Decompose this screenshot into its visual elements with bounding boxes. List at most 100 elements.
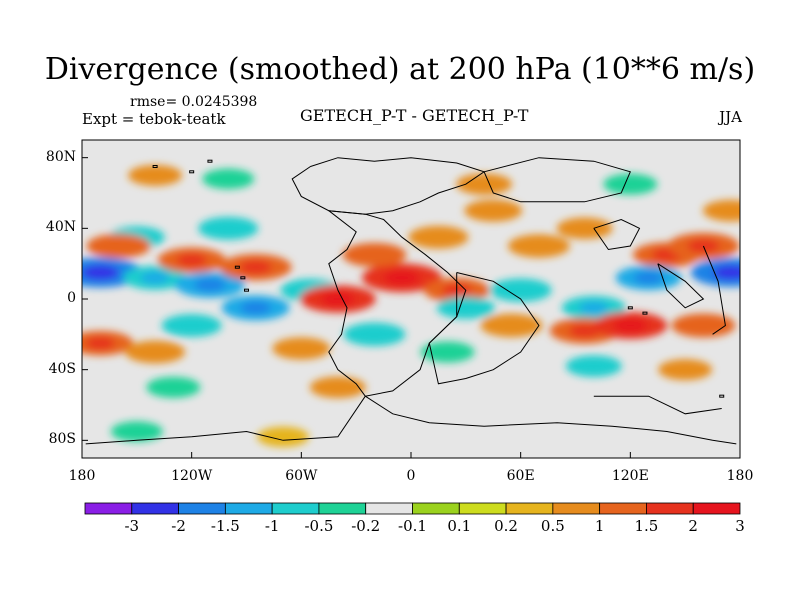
- field-core-11: [320, 292, 355, 306]
- field-anomaly-32: [272, 337, 331, 360]
- x-tick-label: 180: [68, 468, 96, 484]
- x-tick-label: 0: [406, 468, 416, 484]
- colorbar-swatch-6: [365, 502, 413, 515]
- field-core-0: [82, 265, 120, 280]
- field-anomaly-16: [464, 199, 523, 222]
- colorbar: [84, 502, 741, 515]
- field-core-2: [194, 278, 226, 292]
- field-core-27: [613, 318, 647, 333]
- colorbar-label: 0.5: [540, 517, 565, 535]
- colorbar-label: -1: [264, 517, 280, 535]
- coastlines: [85, 157, 737, 445]
- field-anomaly-17: [507, 234, 570, 258]
- x-tick-label: 60W: [285, 468, 318, 484]
- colorbar-swatch-10: [552, 502, 601, 515]
- divergence-field: [82, 164, 740, 447]
- field-anomaly-23: [489, 278, 552, 302]
- field-anomaly-44: [202, 168, 255, 190]
- field-anomaly-5: [198, 216, 259, 240]
- colorbar-swatch-2: [178, 502, 226, 515]
- colorbar-swatch-5: [318, 502, 367, 515]
- colorbar-swatch-8: [458, 502, 507, 515]
- field-core-1: [140, 271, 170, 284]
- field-anomaly-18: [556, 217, 613, 240]
- plot-title: Divergence (smoothed) at 200 hPa (10**6 …: [44, 52, 756, 87]
- x-tick-label: 180: [726, 468, 754, 484]
- colorbar-label: -0.2: [351, 517, 381, 535]
- coastline-2: [428, 272, 540, 385]
- island-5: [207, 159, 213, 163]
- field-core-14: [360, 248, 389, 261]
- field-anomaly-15: [408, 225, 469, 249]
- field-core-22: [633, 271, 664, 284]
- island-0: [234, 265, 240, 269]
- field-core-30: [85, 337, 116, 350]
- field-core-10: [239, 260, 272, 274]
- rmse-label: rmse= 0.0245398: [130, 94, 258, 110]
- field-core-26: [568, 324, 601, 338]
- coastline-6: [365, 395, 737, 445]
- field-anomaly-42: [128, 164, 183, 186]
- colorbar-label: 0.2: [494, 517, 518, 535]
- field-anomaly-7: [161, 314, 222, 337]
- field-anomaly-35: [565, 355, 622, 377]
- colorbar-swatch-1: [131, 502, 179, 515]
- colorbar-label: -1.5: [210, 517, 240, 535]
- coastline-0: [291, 157, 486, 215]
- colorbar-label: -2: [171, 517, 186, 535]
- colorbar-swatch-11: [599, 502, 647, 515]
- field-anomaly-41: [456, 173, 513, 195]
- colorbar-swatch-12: [646, 502, 694, 515]
- field-core-12: [383, 270, 420, 285]
- field-core-8: [104, 240, 133, 252]
- field-anomaly-24: [436, 296, 495, 319]
- season-label: JJA: [719, 108, 742, 126]
- x-tick-label: 120W: [171, 468, 213, 484]
- y-tick-label: 80N: [45, 148, 76, 165]
- x-tick-label: 120E: [611, 468, 649, 484]
- y-tick-label: 40N: [45, 219, 76, 236]
- colorbar-swatch-0: [84, 502, 133, 515]
- axis-ticks: [81, 157, 741, 458]
- field-core-21: [712, 265, 740, 280]
- colorbar-swatch-9: [505, 502, 554, 515]
- coastline-8: [593, 395, 722, 415]
- field-core-28: [689, 319, 718, 332]
- field-anomaly-45: [702, 199, 740, 222]
- field-anomaly-39: [110, 421, 163, 442]
- colorbar-swatch-3: [224, 502, 273, 515]
- field-anomaly-33: [343, 322, 406, 347]
- island-3: [152, 165, 158, 168]
- field-core-3: [240, 301, 271, 315]
- colorbar-label: -0.1: [398, 517, 427, 535]
- colorbar-label: 2: [688, 517, 698, 535]
- island-2: [244, 288, 249, 292]
- field-anomaly-37: [146, 376, 201, 398]
- field-core-9: [176, 253, 207, 267]
- island-4: [189, 170, 195, 174]
- colorbar-label: -0.5: [304, 517, 334, 535]
- y-tick-label: 40S: [48, 360, 76, 377]
- field-core-25: [579, 301, 609, 314]
- colorbar-label: 3: [735, 517, 745, 535]
- experiment-label: Expt = tebok-teatk: [82, 110, 226, 128]
- island-1: [240, 276, 246, 280]
- field-anomaly-36: [658, 359, 713, 381]
- coastline-1: [328, 210, 467, 397]
- field-anomaly-31: [125, 340, 186, 364]
- colorbar-swatch-13: [692, 502, 741, 515]
- comparison-label: GETECH_P-T - GETECH_P-T: [300, 106, 529, 125]
- field-anomaly-40: [257, 426, 310, 447]
- island-6: [627, 306, 633, 310]
- coastline-7: [85, 395, 366, 445]
- colorbar-swatch-4: [271, 502, 320, 515]
- field-anomaly-38: [309, 376, 366, 399]
- y-tick-label: 0: [67, 290, 76, 306]
- colorbar-label: 1.5: [634, 517, 659, 535]
- colorbar-label: -3: [124, 517, 140, 535]
- colorbar-label: 1: [594, 517, 605, 535]
- coastline-9: [702, 245, 726, 335]
- island-7: [642, 311, 648, 315]
- coastline-4: [593, 218, 641, 251]
